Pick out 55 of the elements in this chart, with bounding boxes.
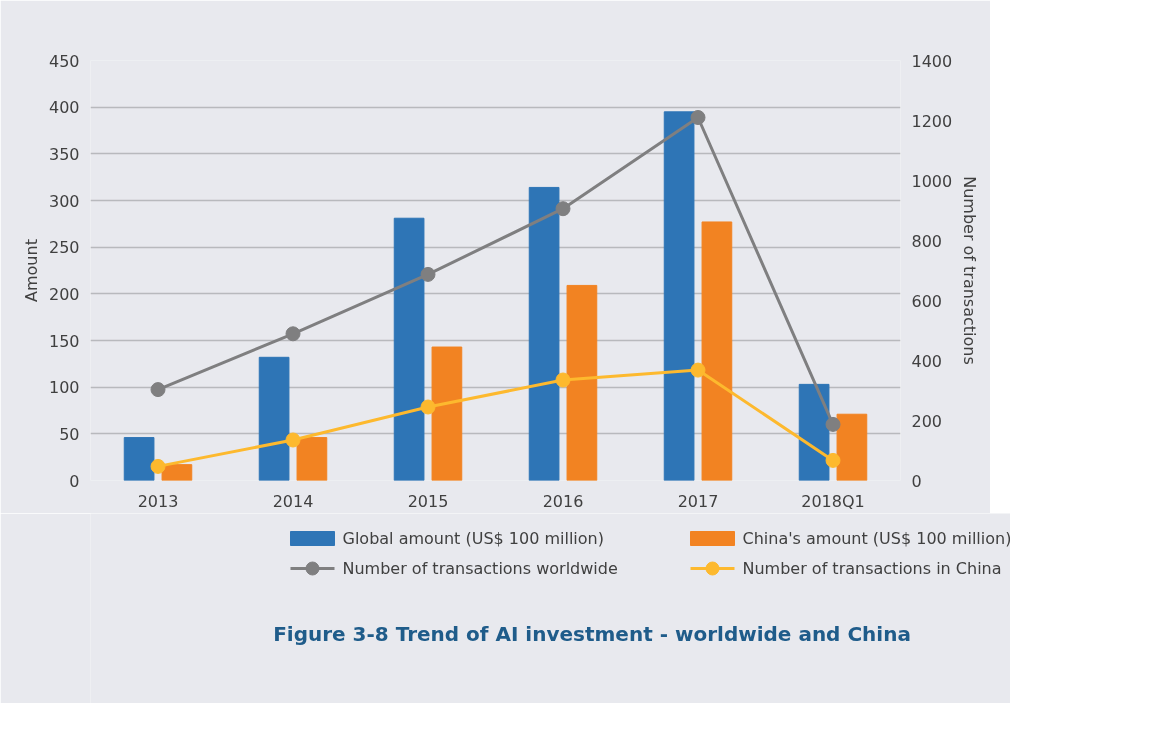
y-tick-label: 450 <box>48 51 80 71</box>
legend-label: Number of transactions worldwide <box>342 559 618 578</box>
bar <box>161 464 193 481</box>
point <box>150 382 166 398</box>
y-tick-label: 100 <box>48 378 80 398</box>
y-tick-label: 200 <box>48 284 80 304</box>
point <box>285 432 301 448</box>
bar <box>123 437 155 481</box>
x-tick-label: 2017 <box>677 491 719 511</box>
y-tick-label: 400 <box>48 98 80 118</box>
point <box>420 399 436 415</box>
point <box>825 452 841 468</box>
y2-tick-label: 1200 <box>911 111 953 131</box>
y2-tick-label: 0 <box>911 471 922 491</box>
point <box>150 458 166 474</box>
y-tick-label: 50 <box>59 424 80 444</box>
point <box>555 372 571 388</box>
point <box>555 201 571 217</box>
point <box>690 362 706 378</box>
y-tick-label: 300 <box>48 191 80 211</box>
x-tick-label: 2015 <box>407 491 449 511</box>
bar <box>798 383 830 481</box>
bar <box>663 111 695 481</box>
y-axis-title: Amount <box>21 239 41 302</box>
legend-label: Number of transactions in China <box>742 559 1002 578</box>
bar <box>296 437 328 481</box>
bar <box>836 413 868 481</box>
y-tick-label: 0 <box>69 471 80 491</box>
y2-tick-label: 600 <box>911 291 943 311</box>
y2-axis-title: Number of transactions <box>960 176 980 365</box>
x-tick-label: 2014 <box>272 491 314 511</box>
x-tick-label: 2013 <box>137 491 179 511</box>
bar <box>258 356 290 481</box>
bar <box>528 186 560 481</box>
point <box>690 110 706 125</box>
text: Figure 3-8 Trend of AI investment - worldwide and China <box>273 621 911 646</box>
y2-tick-label: 400 <box>911 351 943 371</box>
y-tick-label: 150 <box>48 331 80 351</box>
bar <box>566 284 598 481</box>
bar <box>393 217 425 481</box>
bar <box>701 221 733 481</box>
y-tick-label: 250 <box>48 238 80 258</box>
y-tick-label: 350 <box>48 144 80 164</box>
point <box>825 416 841 432</box>
x-tick-label: 2018Q1 <box>801 491 865 511</box>
legend-label: China's amount (US$ 100 million) <box>742 529 1012 548</box>
y2-tick-label: 1400 <box>911 51 953 71</box>
legend-label: Global amount (US$ 100 million) <box>342 529 604 548</box>
y2-tick-label: 800 <box>911 231 943 251</box>
x-tick-label: 2016 <box>542 491 584 511</box>
y2-tick-label: 200 <box>911 411 943 431</box>
y2-tick-label: 1000 <box>911 171 953 191</box>
point <box>285 326 301 342</box>
point <box>420 266 436 282</box>
bar <box>431 346 463 481</box>
